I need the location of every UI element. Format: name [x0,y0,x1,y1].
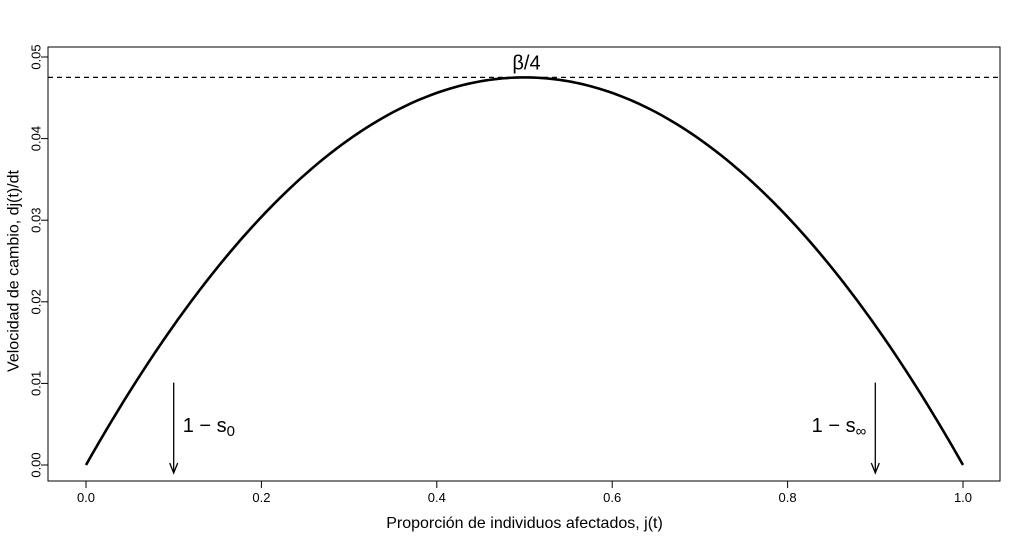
beta-quarter-label: β/4 [512,52,540,74]
x-tick-label: 0.8 [779,490,797,505]
arrow-head [169,462,179,475]
y-tick-label: 0.01 [29,371,44,396]
y-tick-label: 0.03 [29,208,44,233]
rate-of-change-curve [84,76,965,466]
one-minus-sinf-marker: 1 − s∞ [812,382,880,475]
label-subscript: ∞ [856,423,867,440]
x-tick-label: 0.6 [603,490,621,505]
x-tick-label: 0.2 [252,490,270,505]
one-minus-sinf-label: 1 − s∞ [812,415,867,440]
x-axis: 0.0 0.2 0.4 0.6 0.8 1.0 [77,480,972,505]
annotations: β/41 − s0 1 − s∞ [169,52,880,475]
arrow-head [870,462,880,475]
y-tick-label: 0.04 [29,126,44,151]
x-tick-label: 0.0 [77,490,95,505]
y-tick-label: 0.00 [29,452,44,477]
one-minus-s0-label: 1 − s0 [183,415,235,440]
y-tick-label: 0.05 [29,44,44,69]
label-main: 1 − s [183,415,227,437]
y-axis: 0.00 0.01 0.02 0.03 0.04 0.05 [29,44,49,478]
one-minus-s0-marker: 1 − s0 [169,382,235,475]
x-axis-title: Proporción de individuos afectados, j(t) [386,515,663,532]
label-main: 1 − s [812,415,856,437]
x-tick-label: 0.4 [428,490,446,505]
y-tick-label: 0.02 [29,289,44,314]
x-tick-label: 1.0 [954,490,972,505]
y-axis-title: Velocidad de cambio, dj(t)/dt [6,170,23,372]
label-subscript: 0 [227,423,235,440]
